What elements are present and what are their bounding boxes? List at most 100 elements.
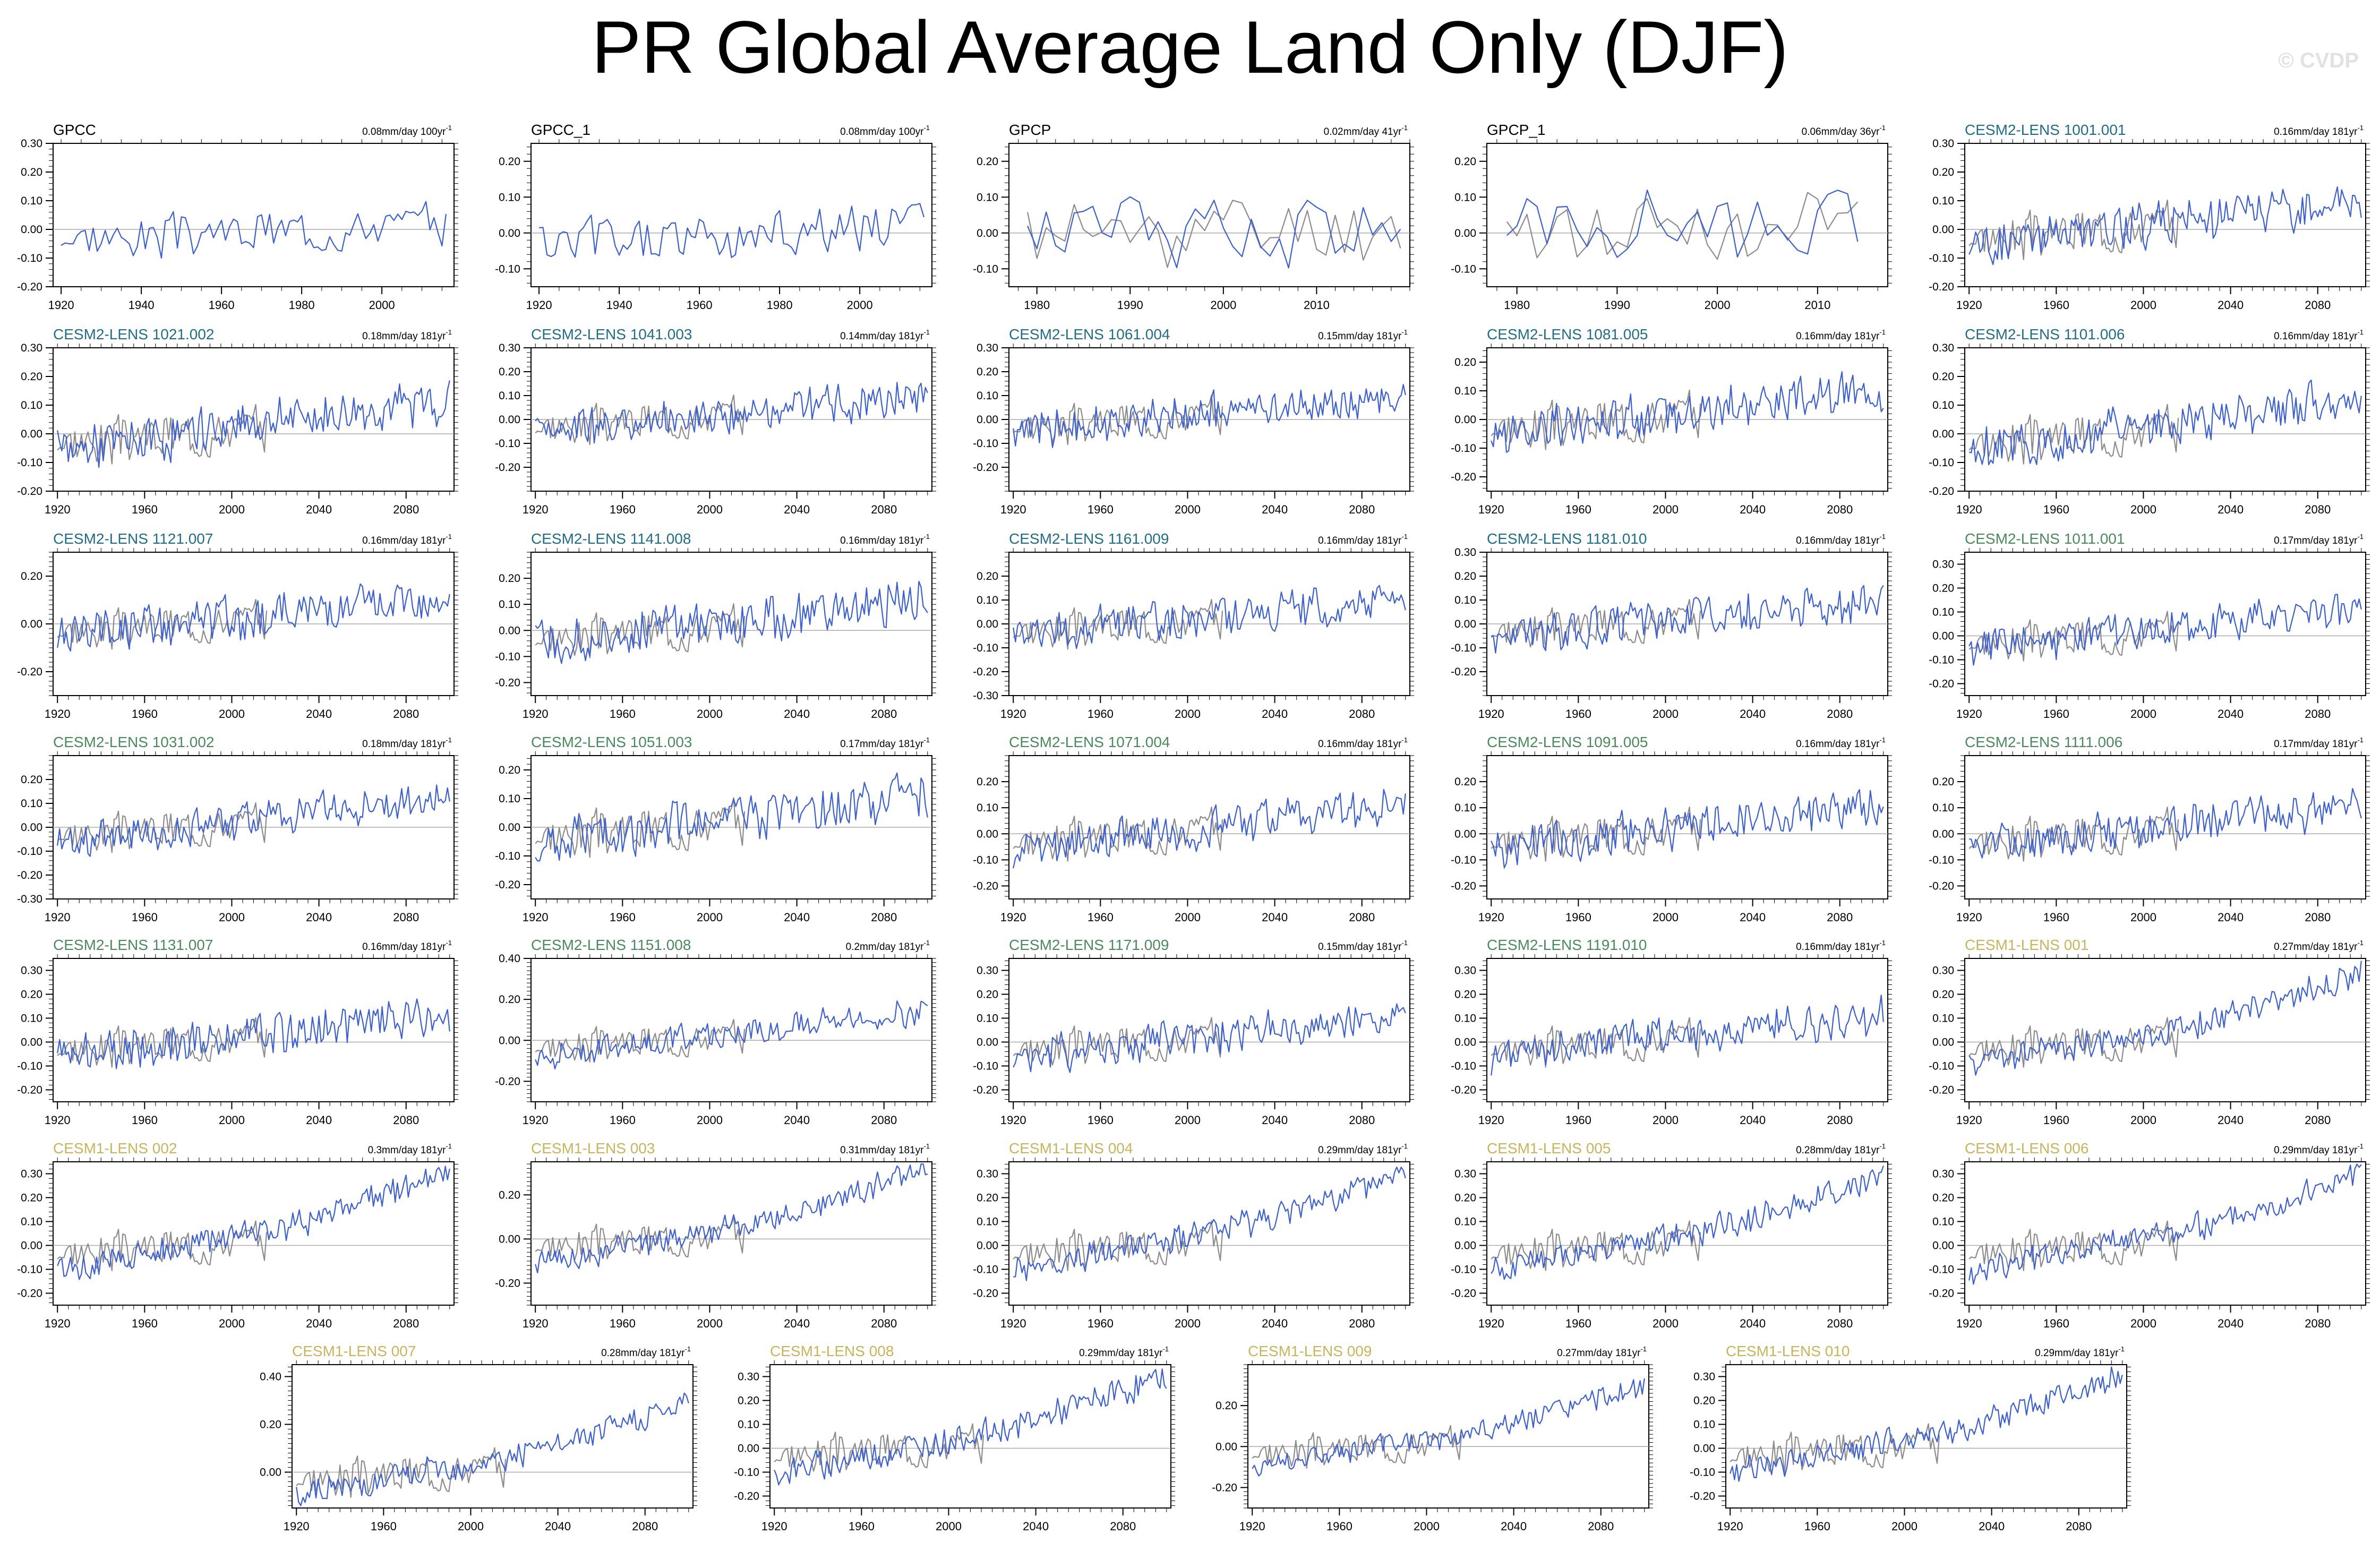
y-tick-label: 0.10	[1932, 802, 1954, 814]
x-tick-label: 1920	[1000, 1113, 1026, 1127]
x-tick-label: 2000	[697, 1317, 723, 1330]
y-tick-label: -0.20	[1451, 666, 1476, 678]
x-tick-label: 1920	[1478, 503, 1504, 516]
plot-frame	[1965, 552, 2366, 696]
panel-title: CESM2-LENS 1121.007	[53, 530, 213, 547]
x-tick-label: 2040	[1262, 707, 1288, 721]
y-tick-label: -0.20	[1451, 1084, 1476, 1096]
x-tick-label: 2040	[1262, 503, 1288, 516]
x-tick-label: 2080	[1827, 1317, 1853, 1330]
x-tick-label: 1960	[2043, 1317, 2069, 1330]
series-line-member	[1969, 594, 2361, 665]
y-tick-label: 0.00	[1454, 828, 1476, 840]
series-line-member	[1013, 790, 1406, 868]
y-tick-label: 0.00	[21, 821, 42, 834]
y-tick-label: 0.20	[1932, 776, 1954, 788]
y-tick-label: 0.20	[21, 1192, 42, 1204]
y-tick-label: 0.20	[1932, 371, 1954, 383]
y-tick-label: 0.10	[977, 191, 998, 203]
y-tick-label: 0.20	[1932, 1192, 1954, 1204]
x-tick-label: 1940	[606, 298, 632, 312]
x-tick-label: 1960	[209, 298, 235, 312]
x-tick-label: 1920	[45, 707, 71, 721]
y-tick-label: -0.20	[973, 461, 998, 474]
y-tick-label: 0.00	[1454, 618, 1476, 630]
x-tick-label: 2000	[2130, 503, 2156, 516]
y-tick-label: -0.20	[1929, 1288, 1954, 1300]
x-tick-label: 1920	[45, 911, 71, 924]
x-tick-label: 1960	[1565, 707, 1591, 721]
y-tick-label: -0.20	[1451, 880, 1476, 892]
x-tick-label: 2000	[847, 298, 873, 312]
y-tick-label: 0.20	[977, 1192, 998, 1204]
y-tick-label: -0.20	[17, 666, 42, 678]
x-tick-label: 1960	[132, 707, 158, 721]
y-tick-label: 0.20	[499, 993, 520, 1006]
series-line-GPCP	[1028, 197, 1400, 268]
y-tick-label: 0.20	[977, 366, 998, 378]
x-tick-label: 1960	[849, 1520, 875, 1533]
y-tick-label: 0.00	[1932, 224, 1954, 236]
panel-title: CESM2-LENS 1001.001	[1965, 122, 2126, 138]
panel-title: CESM2-LENS 1101.006	[1965, 326, 2125, 342]
trend-label: 0.16mm/day 181yr-1	[1796, 533, 1886, 546]
x-tick-label: 2040	[2218, 1317, 2244, 1330]
x-tick-label: 1920	[1956, 1113, 1982, 1127]
panel-title: CESM1-LENS 006	[1965, 1140, 2088, 1156]
trend-label: 0.16mm/day 181yr-1	[362, 939, 452, 953]
y-tick-label: 0.00	[1454, 1240, 1476, 1252]
x-tick-label: 1920	[1000, 1317, 1026, 1330]
y-tick-label: 0.20	[1454, 356, 1476, 369]
x-tick-label: 1960	[610, 1113, 636, 1127]
y-tick-label: 0.10	[977, 594, 998, 606]
trend-label: 0.29mm/day 181yr-1	[1318, 1142, 1408, 1156]
y-tick-label: -0.20	[973, 666, 998, 678]
x-tick-label: 2080	[2305, 298, 2331, 312]
y-tick-label: -0.20	[495, 879, 520, 891]
series-line-member	[1969, 961, 2361, 1075]
x-tick-label: 2000	[697, 1113, 723, 1127]
y-tick-label: 0.10	[1454, 1013, 1476, 1025]
y-tick-label: -0.10	[1929, 854, 1954, 866]
x-tick-label: 2080	[1827, 1113, 1853, 1127]
y-tick-label: 0.20	[21, 774, 42, 786]
x-tick-label: 1990	[1604, 298, 1630, 312]
y-tick-label: 0.20	[499, 156, 520, 168]
x-tick-label: 1960	[2043, 1113, 2069, 1127]
y-tick-label: 0.00	[977, 414, 998, 426]
y-tick-label: 0.30	[1454, 965, 1476, 977]
x-tick-label: 2040	[784, 911, 810, 924]
x-tick-label: 2000	[458, 1520, 484, 1533]
trend-label: 0.31mm/day 181yr-1	[840, 1142, 930, 1156]
y-tick-label: 0.00	[499, 821, 520, 834]
trend-label: 0.16mm/day 181yr-1	[2274, 124, 2364, 138]
y-tick-label: 0.20	[1932, 166, 1954, 178]
y-tick-label: 0.10	[499, 598, 520, 611]
x-tick-label: 1920	[1956, 911, 1982, 924]
y-tick-label: 0.20	[1932, 989, 1954, 1001]
y-tick-label: -0.20	[1929, 281, 1954, 293]
x-tick-label: 2040	[1740, 503, 1766, 516]
x-tick-label: 2040	[1740, 1113, 1766, 1127]
y-tick-label: 0.20	[1454, 1192, 1476, 1204]
y-tick-label: 0.10	[21, 195, 42, 207]
trend-label: 0.27mm/day 181yr-1	[1557, 1345, 1647, 1359]
x-tick-label: 2040	[784, 707, 810, 721]
panel-title: CESM2-LENS 1011.001	[1965, 530, 2125, 547]
x-tick-label: 2080	[2305, 503, 2331, 516]
trend-label: 0.29mm/day 181yr-1	[2274, 1142, 2364, 1156]
trend-label: 0.2mm/day 181yr-1	[846, 939, 930, 953]
x-tick-label: 2080	[1349, 707, 1375, 721]
trend-label: 0.14mm/day 181yr-1	[840, 328, 930, 342]
y-tick-label: -0.10	[1451, 642, 1476, 654]
y-tick-label: 0.10	[1454, 191, 1476, 203]
series-line-member	[1969, 187, 2361, 264]
y-tick-label: 0.30	[1932, 342, 1954, 354]
x-tick-label: 1960	[2043, 911, 2069, 924]
x-tick-label: 2040	[306, 1317, 332, 1330]
x-tick-label: 1960	[1565, 503, 1591, 516]
y-tick-label: 0.20	[977, 989, 998, 1001]
x-tick-label: 1920	[523, 1317, 549, 1330]
